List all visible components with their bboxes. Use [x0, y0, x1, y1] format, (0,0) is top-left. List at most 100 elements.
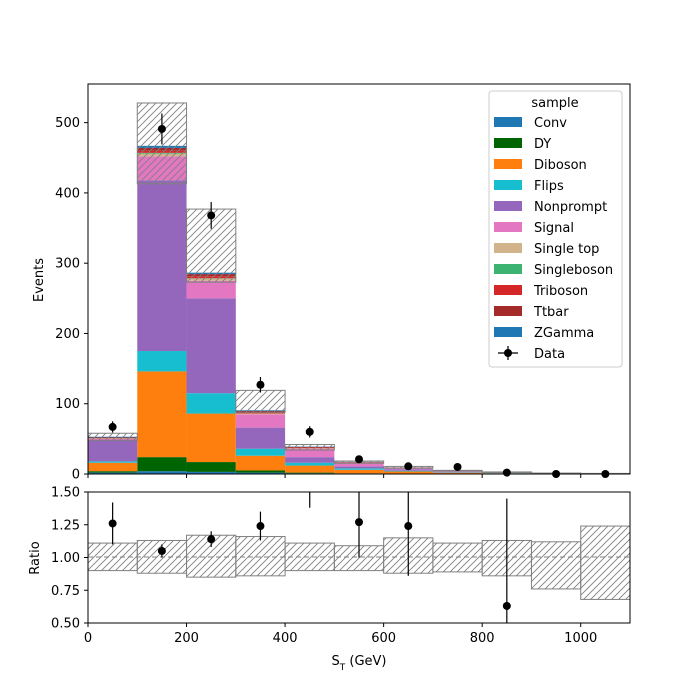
ratio-points: [108, 492, 511, 623]
stacked-bars: [88, 145, 630, 474]
legend-label: Nonprompt: [534, 200, 607, 215]
bar-conv: [186, 471, 236, 474]
ratio-point: [256, 522, 265, 531]
legend-swatch: [494, 264, 522, 274]
bar-dy: [137, 457, 187, 472]
bar-signal: [285, 448, 335, 458]
legend-swatch: [494, 117, 522, 127]
data-point: [108, 422, 117, 431]
ratio-point: [157, 546, 166, 555]
legend-label: Singleboson: [534, 263, 613, 278]
uncertainty-bin: [284, 443, 335, 451]
legend-label: Diboson: [534, 158, 587, 173]
legend-label: Signal: [534, 221, 574, 236]
data-point: [355, 455, 363, 464]
legend-label: Single top: [534, 242, 599, 257]
x-tick-label: 200: [174, 631, 199, 646]
bar-nonprompt: [334, 466, 384, 469]
data-point: [305, 427, 314, 436]
legend-swatch: [494, 222, 522, 232]
y-tick-label: 500: [55, 116, 80, 131]
legend-swatch: [494, 306, 522, 316]
bar-nonprompt: [88, 440, 138, 462]
legend-label: Ttbar: [533, 305, 569, 320]
ratio-band-bin: [235, 536, 286, 577]
legend-label: Triboson: [533, 284, 588, 299]
bar-diboson: [88, 462, 138, 472]
bar-conv: [137, 471, 187, 474]
bar-dy: [285, 472, 335, 474]
main-plot-frame: [87, 83, 631, 475]
bar-signal: [235, 414, 286, 428]
ratio-y-axis: 0.50 0.75 1.00 1.25 1.50: [51, 486, 88, 632]
ratio-x-axis-label: ST (GeV): [331, 654, 386, 673]
bar-dy: [88, 471, 138, 473]
legend-swatch: [494, 285, 522, 295]
bar-signal: [186, 280, 236, 299]
legend-items: Conv DY Diboson Flips Nonprompt Signal Single …: [494, 116, 613, 362]
main-panel: 0 100 200 300 400 500 Events: [32, 83, 631, 483]
legend-swatch: [494, 159, 522, 169]
ratio-band-bin: [580, 525, 631, 600]
ratio-point: [207, 535, 216, 544]
ratio-panel: 0.50 0.75 1.00 1.25 1.50 0 200 400 600 800 1000 R…: [28, 486, 631, 673]
y-tick-label: 0: [72, 468, 80, 483]
bar-nonprompt: [285, 457, 335, 463]
y-tick-label: 300: [55, 257, 80, 272]
legend-label: Data: [534, 347, 565, 362]
ratio-point: [502, 601, 511, 610]
ratio-point: [404, 522, 413, 531]
bar-conv: [235, 472, 286, 474]
ratio-y-tick-label: 1.50: [51, 486, 80, 501]
legend: sample Conv DY Diboson Flips Nonprompt Signal…: [488, 90, 623, 368]
legend-label: ZGamma: [534, 326, 594, 341]
bar-diboson: [432, 472, 483, 474]
main-x-axis-ticks: [87, 474, 582, 478]
data-point: [502, 468, 511, 477]
ratio-y-tick-label: 1.25: [51, 518, 80, 533]
data-point: [256, 380, 265, 389]
bar-flips: [88, 461, 138, 463]
y-tick-label: 100: [55, 397, 80, 412]
bar-diboson: [383, 471, 433, 474]
legend-frame: [488, 90, 623, 368]
data-point: [404, 462, 413, 471]
bar-diboson: [137, 371, 187, 458]
bar-flips: [383, 470, 433, 472]
legend-swatch: [494, 138, 522, 148]
x-tick-label: 600: [371, 631, 396, 646]
uncertainty-bin: [235, 389, 286, 413]
legend-swatch: [494, 327, 522, 337]
bar-nonprompt: [235, 427, 286, 449]
bar-nonprompt: [432, 471, 483, 473]
main-y-axis: 0 100 200 300 400 500: [55, 116, 88, 483]
uncertainty-bin: [87, 432, 138, 441]
bar-signal: [334, 462, 384, 467]
ratio-x-axis: 0 200 400 600 800 1000: [84, 623, 597, 646]
main-y-axis-label: Events: [32, 258, 47, 302]
data-points: [108, 113, 610, 478]
data-point: [453, 462, 462, 471]
bar-conv: [88, 472, 138, 474]
bar-flips: [186, 393, 236, 414]
bar-flips: [137, 351, 187, 372]
ratio-y-tick-label: 0.50: [51, 617, 80, 632]
ratio-band-bin: [530, 541, 582, 590]
legend-label: Conv: [534, 116, 567, 131]
bar-nonprompt: [186, 298, 236, 394]
legend-data-marker: [504, 349, 512, 357]
bar-diboson: [235, 455, 286, 471]
ratio-y-axis-label: Ratio: [28, 541, 43, 574]
bar-diboson: [285, 465, 335, 473]
ratio-y-tick-label: 0.75: [51, 584, 80, 599]
x-tick-label: 400: [273, 631, 298, 646]
y-tick-label: 400: [55, 186, 80, 201]
x-tick-label: 800: [470, 631, 495, 646]
legend-label: DY: [534, 137, 551, 152]
bar-dy: [235, 470, 286, 473]
bar-diboson: [334, 469, 384, 474]
data-point: [207, 211, 216, 220]
bar-flips: [285, 462, 335, 466]
bar-dy: [186, 462, 236, 472]
